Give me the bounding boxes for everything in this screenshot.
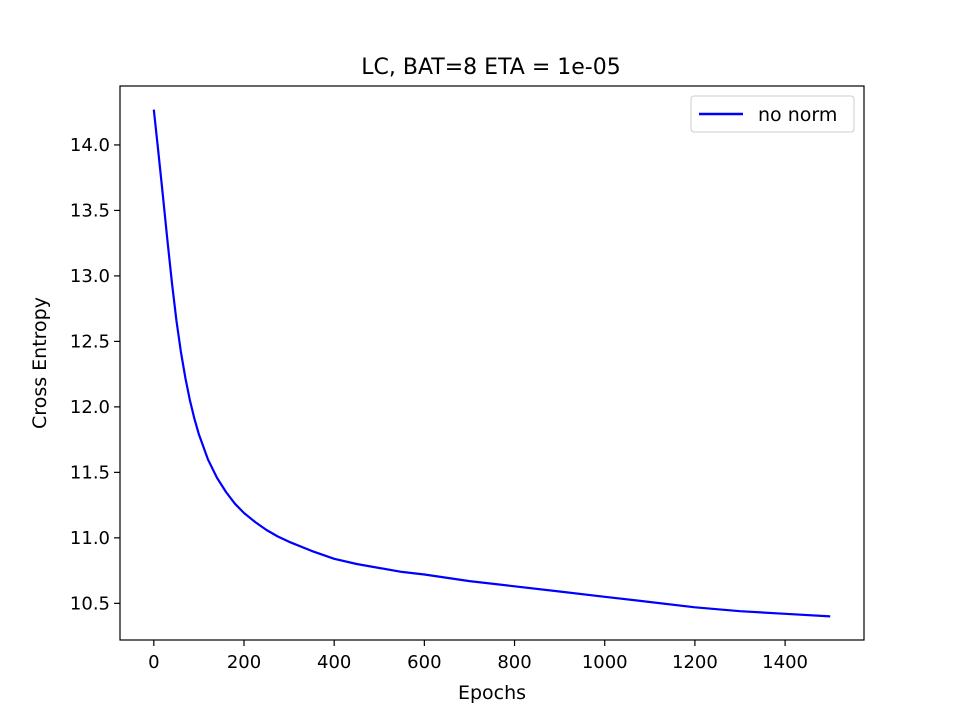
legend-label-no-norm: no norm — [758, 104, 837, 126]
y-tick-label: 12.5 — [70, 331, 110, 352]
x-axis-ticks: 0 200 400 600 800 1000 1200 1400 — [148, 640, 808, 673]
y-axis-label: Cross Entropy — [29, 297, 51, 429]
plot-series — [152, 109, 831, 618]
x-tick-label: 800 — [497, 652, 531, 673]
y-tick-label: 11.5 — [70, 462, 110, 483]
x-tick-label: 0 — [148, 652, 159, 673]
series-line-no-norm — [152, 109, 831, 618]
y-tick-label: 10.5 — [70, 593, 110, 614]
legend: no norm — [690, 95, 855, 133]
x-tick-label: 400 — [317, 652, 351, 673]
x-axis-label: Epochs — [458, 682, 526, 704]
x-tick-label: 1400 — [762, 652, 808, 673]
y-axis-ticks: 10.5 11.0 11.5 12.0 12.5 13.0 13.5 14.0 — [70, 135, 120, 614]
y-tick-label: 14.0 — [70, 135, 110, 156]
y-tick-label: 13.5 — [70, 200, 110, 221]
x-tick-label: 1000 — [582, 652, 628, 673]
y-tick-label: 12.0 — [70, 397, 110, 418]
y-tick-label: 13.0 — [70, 266, 110, 287]
plot-area-frame — [119, 85, 865, 641]
chart-title: LC, BAT=8 ETA = 1e-05 — [361, 55, 620, 80]
x-tick-label: 200 — [227, 652, 261, 673]
x-tick-label: 600 — [407, 652, 441, 673]
legend-box — [690, 95, 855, 133]
y-tick-label: 11.0 — [70, 528, 110, 549]
x-tick-label: 1200 — [672, 652, 718, 673]
